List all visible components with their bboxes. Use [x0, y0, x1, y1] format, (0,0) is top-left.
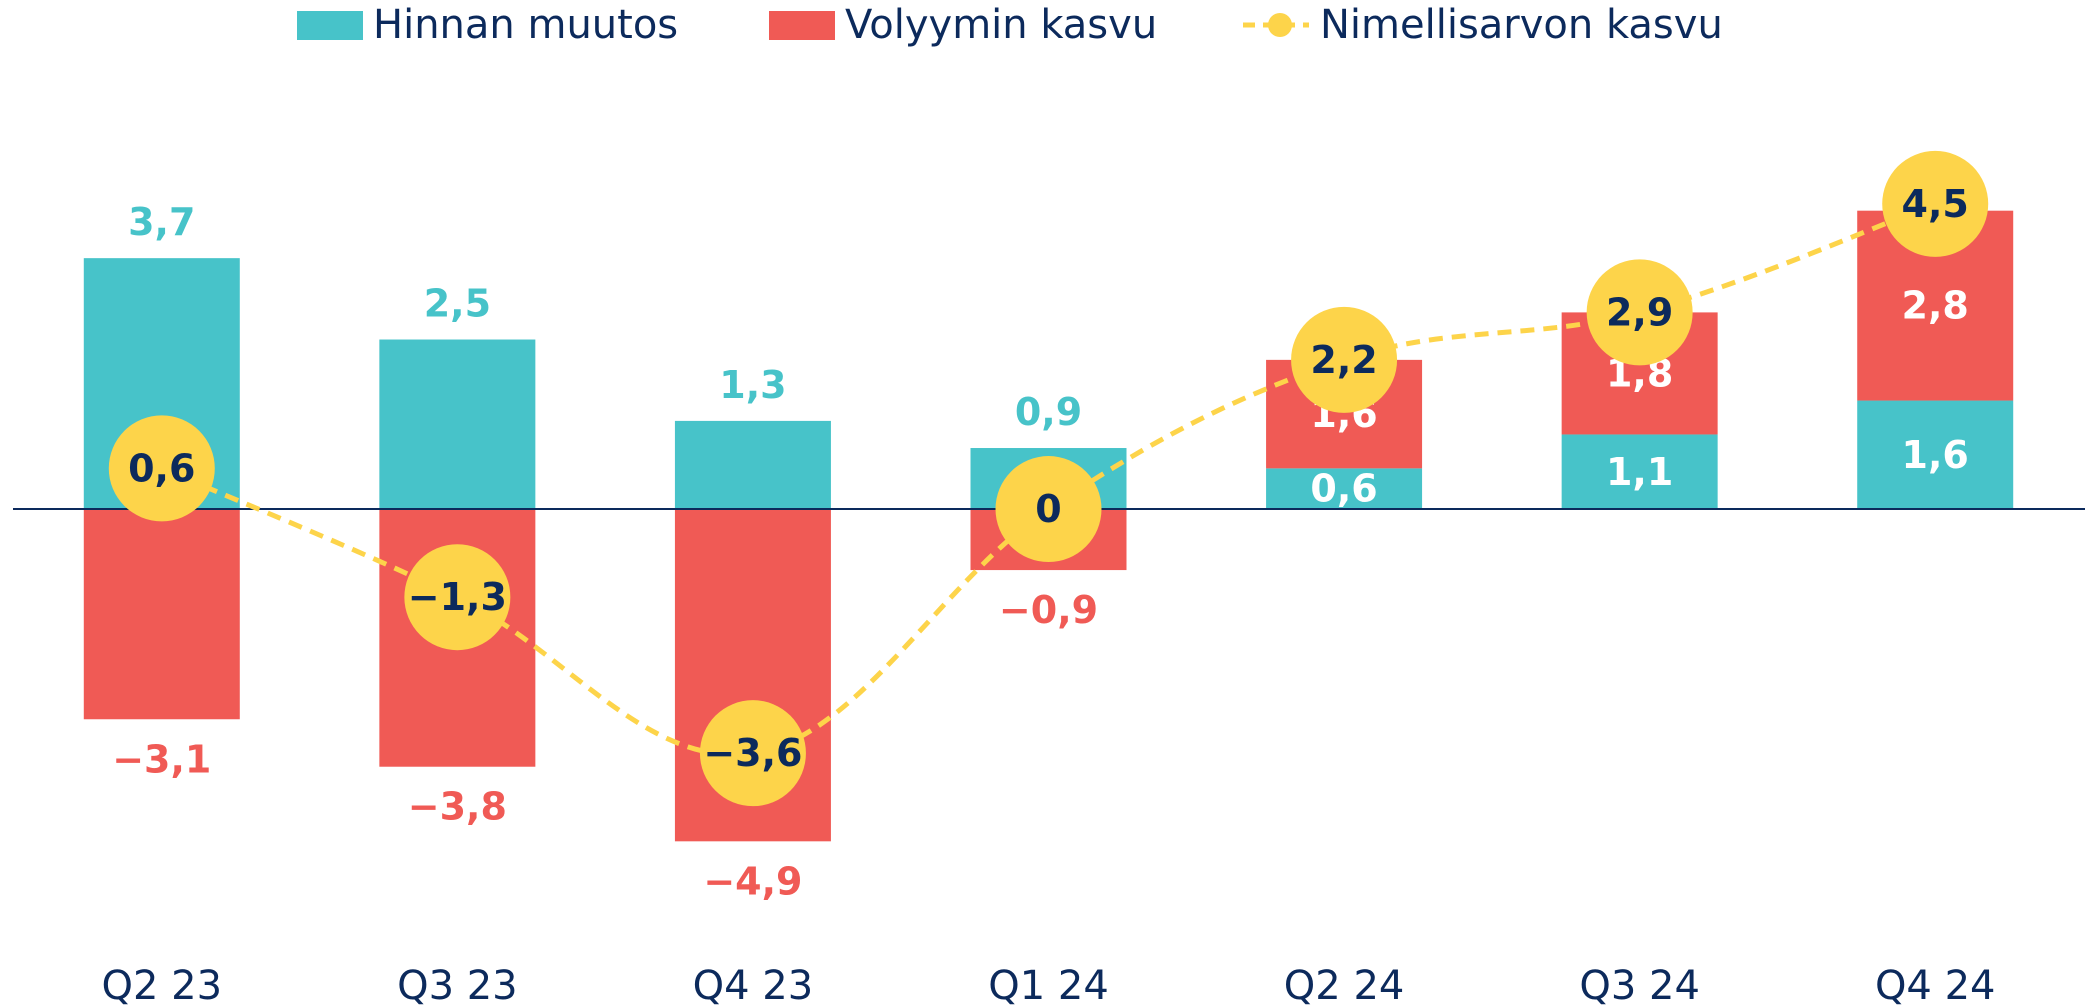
data-label: −0,9 — [999, 588, 1098, 632]
line-marker — [995, 456, 1102, 563]
x-tick-label: Q3 23 — [397, 963, 518, 1008]
data-label: 1,6 — [1902, 433, 1969, 477]
bar — [83, 509, 240, 720]
data-label: 0,6 — [128, 446, 195, 490]
data-label: 1,3 — [719, 363, 786, 407]
data-label: 1,1 — [1606, 450, 1673, 494]
legend-label: Nimellisarvon kasvu — [1320, 2, 1723, 48]
line-marker — [404, 544, 511, 651]
x-tick-label: Q2 24 — [1284, 963, 1405, 1008]
bar — [1561, 434, 1718, 510]
data-label: −3,1 — [112, 737, 211, 781]
bar — [1266, 468, 1423, 510]
data-label: −4,9 — [703, 859, 802, 903]
x-tick-label: Q3 24 — [1579, 963, 1700, 1008]
legend-label: Hinnan muutos — [373, 2, 678, 48]
data-label: 2,5 — [424, 282, 491, 326]
legend-label: Volyymin kasvu — [845, 2, 1157, 48]
data-label: 2,9 — [1606, 290, 1673, 334]
data-label: 0,9 — [1015, 390, 1082, 434]
x-tick-label: Q1 24 — [988, 963, 1109, 1008]
line-marker — [1882, 150, 1989, 257]
line-marker — [1586, 259, 1693, 366]
x-tick-label: Q4 23 — [693, 963, 814, 1008]
data-label: 3,7 — [128, 200, 195, 244]
data-label: 4,5 — [1902, 182, 1969, 226]
data-label: 0,6 — [1310, 467, 1377, 511]
data-label: −3,6 — [703, 731, 802, 775]
x-tick-label: Q2 23 — [102, 963, 223, 1008]
x-tick-label: Q4 24 — [1875, 963, 1996, 1008]
line-marker — [1291, 306, 1398, 413]
bar — [674, 420, 831, 510]
data-label: −3,8 — [408, 785, 507, 829]
legend-marker — [1268, 13, 1292, 37]
line-marker — [108, 415, 215, 522]
data-label: 2,2 — [1310, 338, 1377, 382]
data-label: −1,3 — [408, 575, 507, 619]
data-label: 2,8 — [1902, 284, 1969, 328]
bar — [1857, 400, 2014, 510]
data-label: 0 — [1035, 487, 1061, 531]
legend-swatch — [769, 11, 835, 40]
line-marker — [699, 700, 806, 807]
legend-swatch — [297, 11, 363, 40]
bar — [379, 339, 536, 510]
